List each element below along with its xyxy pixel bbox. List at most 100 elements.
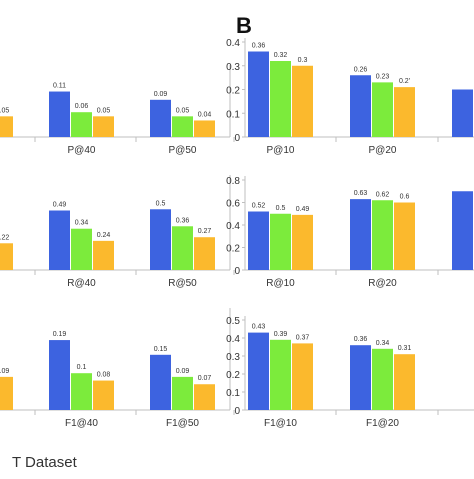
bar-value-label: 0.43 (252, 324, 266, 331)
bar-value-label: 0.09 (176, 368, 190, 375)
panel-left-p: 0.0500.110.060.05P@400.090.050.04P@50 (0, 65, 231, 156)
x-category-label: R@40 (67, 278, 96, 289)
bar-value-label: 0.34 (75, 220, 89, 227)
bar (0, 243, 13, 270)
bar (248, 51, 269, 137)
bar-value-label: 0.36 (354, 336, 368, 343)
bar-value-label: 0.52 (252, 203, 266, 210)
bar (350, 75, 371, 137)
bar (93, 380, 114, 410)
bar-value-label: 0.06 (75, 103, 89, 110)
bar (372, 200, 393, 270)
y-tick-label: 0.4 (226, 38, 240, 49)
x-category-label: P@50 (169, 145, 197, 156)
bar-value-label: 0.5 (276, 205, 286, 212)
y-tick-label: 0.1 (226, 388, 240, 399)
bar (394, 87, 415, 137)
bar-value-label: 0.63 (354, 190, 368, 197)
bar-value-label: 0.39 (274, 331, 288, 338)
bar-value-label: 0.05 (97, 107, 111, 114)
x-category-label: R@20 (368, 278, 397, 289)
bar-value-label: 0.6 (400, 194, 410, 201)
bar (270, 61, 291, 137)
x-category-label: F1@50 (166, 418, 199, 429)
bar (194, 120, 215, 137)
y-tick-label: 0.8 (226, 176, 240, 187)
bar-value-label: 0.27 (198, 228, 212, 235)
bar-value-label: 0.09 (154, 91, 168, 98)
bar (452, 191, 473, 270)
bar (394, 202, 415, 270)
bar (270, 213, 291, 270)
panel-left-r: 0.2200.490.340.24R@400.50.360.27R@50 (0, 175, 231, 289)
bar (350, 345, 371, 410)
bar (0, 116, 13, 137)
bar (49, 340, 70, 410)
dataset-caption: T Dataset (12, 454, 78, 471)
y-tick-label: 0.4 (226, 221, 240, 232)
bar (150, 354, 171, 410)
x-category-label: F1@40 (65, 418, 98, 429)
bar-value-label: 0.05 (176, 107, 190, 114)
bar-value-label: 0.32 (274, 52, 288, 59)
bar (71, 112, 92, 137)
y-tick-label: 0.1 (226, 109, 240, 120)
bar (372, 82, 393, 137)
bar-value-label: 0.62 (376, 191, 390, 198)
bar-value-label: 0.36 (252, 43, 266, 50)
y-tick-label: 0.3 (226, 352, 240, 363)
bar (93, 116, 114, 137)
y-tick-label: 0.2 (226, 370, 240, 381)
panel-b-label: B (236, 13, 252, 38)
bar-value-label: 0.09 (0, 368, 9, 375)
x-category-label: P@20 (369, 145, 397, 156)
bar-value-label: 0.07 (198, 375, 212, 382)
bar (172, 116, 193, 137)
bar (394, 354, 415, 410)
panel-right-r: 0 0.2 0.4 0.6 0.8 0.52 0.5 0.49 R@10 0.63 0.62 0.6 R… (226, 176, 474, 289)
bar-value-label: 0.05 (0, 107, 9, 114)
bar-value-label: 0.26 (354, 66, 368, 73)
bar-value-label: 0.37 (296, 334, 310, 341)
x-category-label: P@40 (68, 145, 96, 156)
y-tick-label: 0 (234, 406, 240, 417)
bar-value-label: 0.31 (398, 345, 412, 352)
bar-value-label: 0.08 (97, 372, 111, 379)
bar (150, 209, 171, 270)
bar (172, 376, 193, 410)
bar (350, 199, 371, 270)
bar (194, 237, 215, 270)
bar-value-label: 0.22 (0, 234, 9, 241)
bar (194, 384, 215, 410)
x-category-label: P@10 (267, 145, 295, 156)
bar (248, 332, 269, 410)
bar-value-label: 0.2' (399, 78, 410, 85)
x-category-label: F1@20 (366, 418, 399, 429)
bar-value-label: 0.19 (53, 331, 67, 338)
y-tick-label: 0.3 (226, 62, 240, 73)
bar (292, 65, 313, 137)
y-tick-label: 0.2 (226, 244, 240, 255)
panel-right-p: 0 0.1 0.2 0.3 0.4 0.36 0.32 0.3 P@10 0.26 0.23 0.2'… (226, 38, 474, 156)
bar (49, 91, 70, 137)
bar-value-label: 0.49 (296, 206, 310, 213)
bar-value-label: 0.3 (298, 57, 308, 64)
bar (292, 214, 313, 270)
bar-value-label: 0.15 (154, 346, 168, 353)
panel-right-f1: 0 0.1 0.2 0.3 0.4 0.5 0.43 0.39 0.37 F1@10 0.36 0.3… (226, 316, 474, 429)
x-category-label: F1@10 (264, 418, 297, 429)
bar-value-label: 0.24 (97, 232, 111, 239)
x-category-label: R@10 (266, 278, 295, 289)
y-tick-label: 0 (234, 133, 240, 144)
bar-value-label: 0.5 (156, 200, 166, 207)
y-tick-label: 0 (234, 266, 240, 277)
bar-value-label: 0.1 (77, 364, 87, 371)
bar (93, 240, 114, 270)
x-category-label: R@50 (168, 278, 197, 289)
bar (292, 343, 313, 410)
bar-value-label: 0.34 (376, 340, 390, 347)
bar-value-label: 0.11 (53, 83, 66, 90)
